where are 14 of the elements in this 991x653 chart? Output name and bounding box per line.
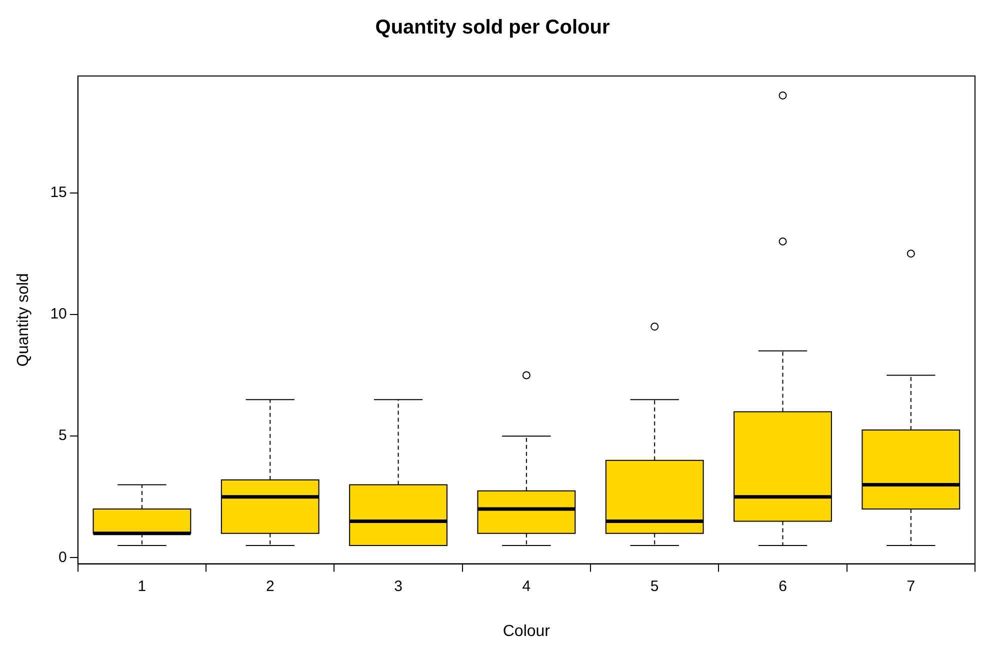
x-axis-title: Colour (502, 622, 551, 640)
x-tick-label: 3 (394, 578, 402, 595)
y-axis-title: Quantity sold (15, 273, 32, 367)
y-tick-label: 5 (58, 427, 67, 444)
x-tick-label: 4 (522, 578, 531, 595)
chart-title: Quantity sold per Colour (375, 16, 610, 39)
x-tick-label: 7 (906, 578, 916, 595)
y-tick-label: 15 (50, 184, 67, 201)
x-tick-label: 6 (778, 578, 787, 595)
y-tick-label: 0 (58, 548, 67, 566)
x-tick-label: 1 (138, 578, 146, 595)
y-tick-label: 10 (50, 306, 67, 323)
x-tick-label: 2 (266, 578, 274, 595)
x-tick-label: 5 (650, 578, 659, 595)
